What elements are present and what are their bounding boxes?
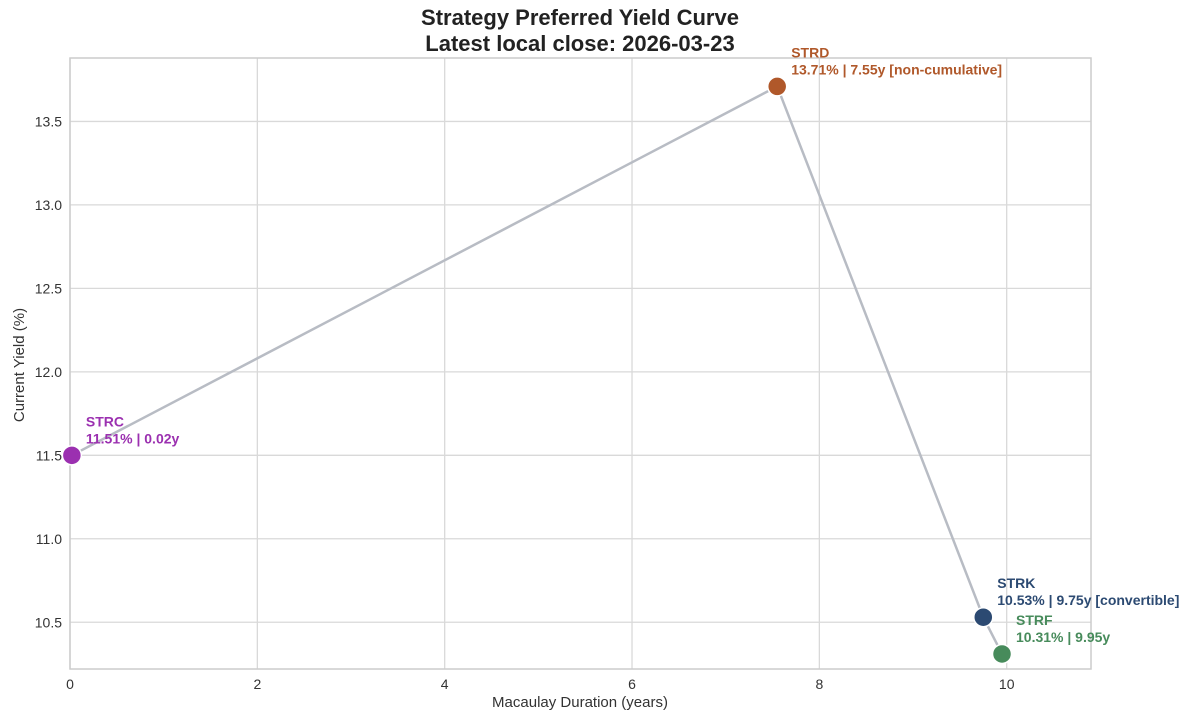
point-value-label: 10.53% | 9.75y [convertible]: [997, 592, 1179, 608]
y-tick-label: 12.5: [35, 280, 62, 296]
y-axis-label: Current Yield (%): [11, 308, 28, 422]
y-tick-label: 11.5: [36, 447, 62, 463]
chart-title: Strategy Preferred Yield Curve: [421, 5, 739, 30]
x-tick-label: 4: [441, 676, 449, 692]
y-tick-label: 11.0: [36, 531, 62, 547]
point-ticker-label: STRF: [1016, 612, 1053, 628]
point-ticker-label: STRK: [997, 575, 1035, 591]
y-tick-label: 13.0: [35, 197, 62, 213]
plot-frame: [69, 57, 1092, 670]
yield-curve-line: [71, 84, 1004, 655]
x-axis-label: Macaulay Duration (years): [492, 694, 668, 711]
point-value-label: 10.31% | 9.95y: [1016, 629, 1110, 645]
chart-subtitle: Latest local close: 2026-03-23: [425, 31, 734, 56]
data-point-marker: [973, 606, 994, 628]
x-tick-label: 10: [999, 676, 1015, 692]
data-point-marker: [766, 76, 788, 97]
grid-lines: [69, 58, 1091, 669]
data-point-marker: [991, 643, 1013, 665]
axis-ticks: 0 2 4 6 8 10 10.5 11.0 11.5 12.0 12.5 13.0 13.5: [35, 113, 1015, 692]
y-tick-label: 10.5: [35, 614, 62, 630]
point-ticker-label: STRD: [791, 44, 829, 60]
x-tick-label: 8: [815, 676, 823, 692]
x-tick-label: 2: [253, 676, 261, 692]
x-tick-label: 6: [628, 676, 636, 692]
point-ticker-label: STRC: [86, 413, 124, 429]
data-point-marker: [61, 445, 83, 466]
y-tick-label: 12.0: [35, 364, 62, 380]
point-value-label: 11.51% | 0.02y: [86, 430, 180, 446]
x-tick-label: 0: [66, 676, 74, 692]
y-tick-label: 13.5: [35, 113, 62, 129]
point-value-label: 13.71% | 7.55y [non-cumulative]: [791, 61, 1002, 77]
